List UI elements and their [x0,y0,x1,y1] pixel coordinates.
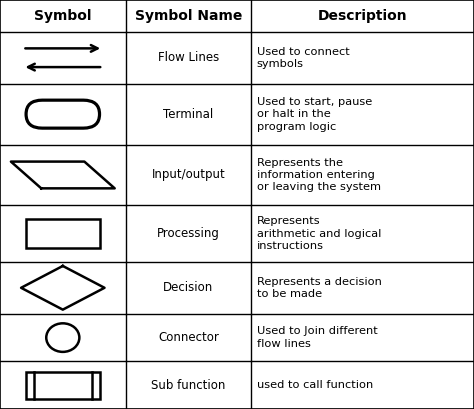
Text: Represents the
information entering
or leaving the system: Represents the information entering or l… [257,157,381,192]
Text: Decision: Decision [163,281,214,294]
Text: Symbol: Symbol [34,9,91,23]
Bar [26,219,100,248]
Text: Flow Lines: Flow Lines [158,51,219,64]
Text: Sub function: Sub function [151,379,226,392]
Text: Symbol Name: Symbol Name [135,9,242,23]
Text: Description: Description [318,9,408,23]
Text: Terminal: Terminal [163,108,214,121]
Bar [26,372,100,398]
Text: Represents a decision
to be made: Represents a decision to be made [257,276,382,299]
Text: Represents
arithmetic and logical
instructions: Represents arithmetic and logical instru… [257,216,381,251]
Text: Connector: Connector [158,331,219,344]
Text: Input/output: Input/output [152,169,225,182]
Text: Used to connect
symbols: Used to connect symbols [257,47,350,69]
Text: Processing: Processing [157,227,220,240]
Text: Used to start, pause
or halt in the
program logic: Used to start, pause or halt in the prog… [257,97,372,132]
Text: used to call function: used to call function [257,380,373,390]
Text: Used to Join different
flow lines: Used to Join different flow lines [257,326,378,349]
